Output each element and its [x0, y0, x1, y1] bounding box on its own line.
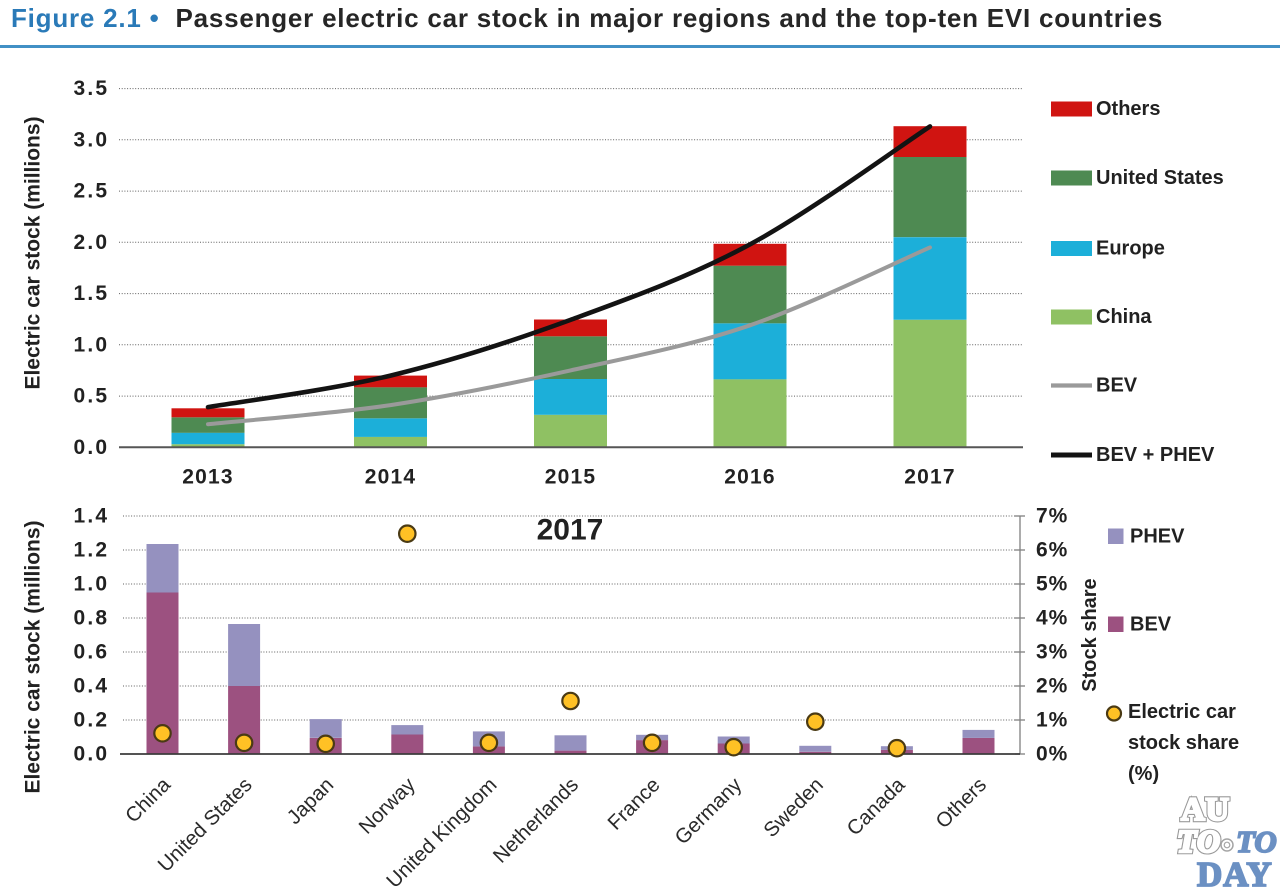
svg-text:AU: AU: [1181, 792, 1230, 828]
svg-text:Stock share: Stock share: [1079, 578, 1101, 691]
svg-text:Others: Others: [1096, 98, 1160, 120]
svg-text:2.5: 2.5: [74, 180, 110, 203]
svg-text:1%: 1%: [1036, 709, 1068, 732]
svg-text:TO: TO: [1236, 824, 1277, 859]
svg-text:2017: 2017: [537, 514, 604, 547]
svg-text:Netherlands: Netherlands: [489, 773, 583, 867]
svg-text:BEV: BEV: [1130, 614, 1172, 636]
svg-text:1.0: 1.0: [74, 573, 110, 596]
svg-text:TO: TO: [1177, 823, 1221, 859]
svg-text:0.8: 0.8: [74, 607, 110, 630]
svg-text:PHEV: PHEV: [1130, 526, 1185, 548]
svg-text:United States: United States: [1096, 167, 1224, 189]
svg-text:2.0: 2.0: [74, 231, 110, 254]
svg-text:Electric car stock (millions): Electric car stock (millions): [22, 520, 45, 793]
svg-text:2%: 2%: [1036, 675, 1068, 698]
svg-text:0.5: 0.5: [74, 385, 110, 408]
svg-text:6%: 6%: [1036, 539, 1068, 562]
svg-text:0%: 0%: [1036, 743, 1068, 766]
svg-text:DAY: DAY: [1197, 855, 1273, 894]
svg-text:BEV: BEV: [1096, 375, 1138, 397]
svg-text:5%: 5%: [1036, 573, 1068, 596]
svg-text:AU: AU: [1181, 792, 1230, 828]
svg-text:0.0: 0.0: [74, 743, 110, 766]
svg-text:7%: 7%: [1036, 505, 1068, 528]
svg-text:BEV + PHEV: BEV + PHEV: [1096, 444, 1215, 466]
svg-text:1.4: 1.4: [74, 505, 110, 528]
svg-text:0.2: 0.2: [74, 709, 110, 732]
svg-text:1.0: 1.0: [74, 333, 110, 356]
svg-text:2017: 2017: [904, 466, 956, 489]
svg-text:3.5: 3.5: [74, 77, 110, 100]
svg-text:Electric car: Electric car: [1128, 701, 1236, 723]
svg-text:1.5: 1.5: [74, 282, 110, 305]
svg-text:Others: Others: [931, 773, 991, 833]
svg-text:2014: 2014: [365, 466, 417, 489]
svg-text:2016: 2016: [724, 466, 776, 489]
svg-text:3%: 3%: [1036, 641, 1068, 664]
svg-text:3.0: 3.0: [74, 128, 110, 151]
svg-text:Germany: Germany: [670, 773, 746, 849]
svg-text:Norway: Norway: [354, 773, 420, 839]
svg-text:0.6: 0.6: [74, 641, 110, 664]
svg-text:Canada: Canada: [842, 773, 909, 840]
svg-text:TO: TO: [1177, 823, 1221, 859]
svg-text:2013: 2013: [182, 466, 234, 489]
svg-text:Japan: Japan: [282, 773, 338, 829]
svg-text:Sweden: Sweden: [759, 773, 828, 842]
svg-text:4%: 4%: [1036, 607, 1068, 630]
svg-text:(%): (%): [1128, 763, 1159, 785]
svg-text:2015: 2015: [545, 466, 597, 489]
svg-text:France: France: [603, 773, 664, 834]
svg-text:China: China: [1096, 306, 1152, 328]
svg-text:stock share: stock share: [1128, 732, 1239, 754]
svg-text:Electric car stock (millions): Electric car stock (millions): [22, 116, 45, 389]
svg-text:0.4: 0.4: [74, 675, 110, 698]
svg-text:Europe: Europe: [1096, 238, 1165, 260]
svg-text:0.0: 0.0: [74, 436, 110, 459]
svg-text:1.2: 1.2: [74, 539, 110, 562]
svg-text:China: China: [121, 773, 176, 828]
